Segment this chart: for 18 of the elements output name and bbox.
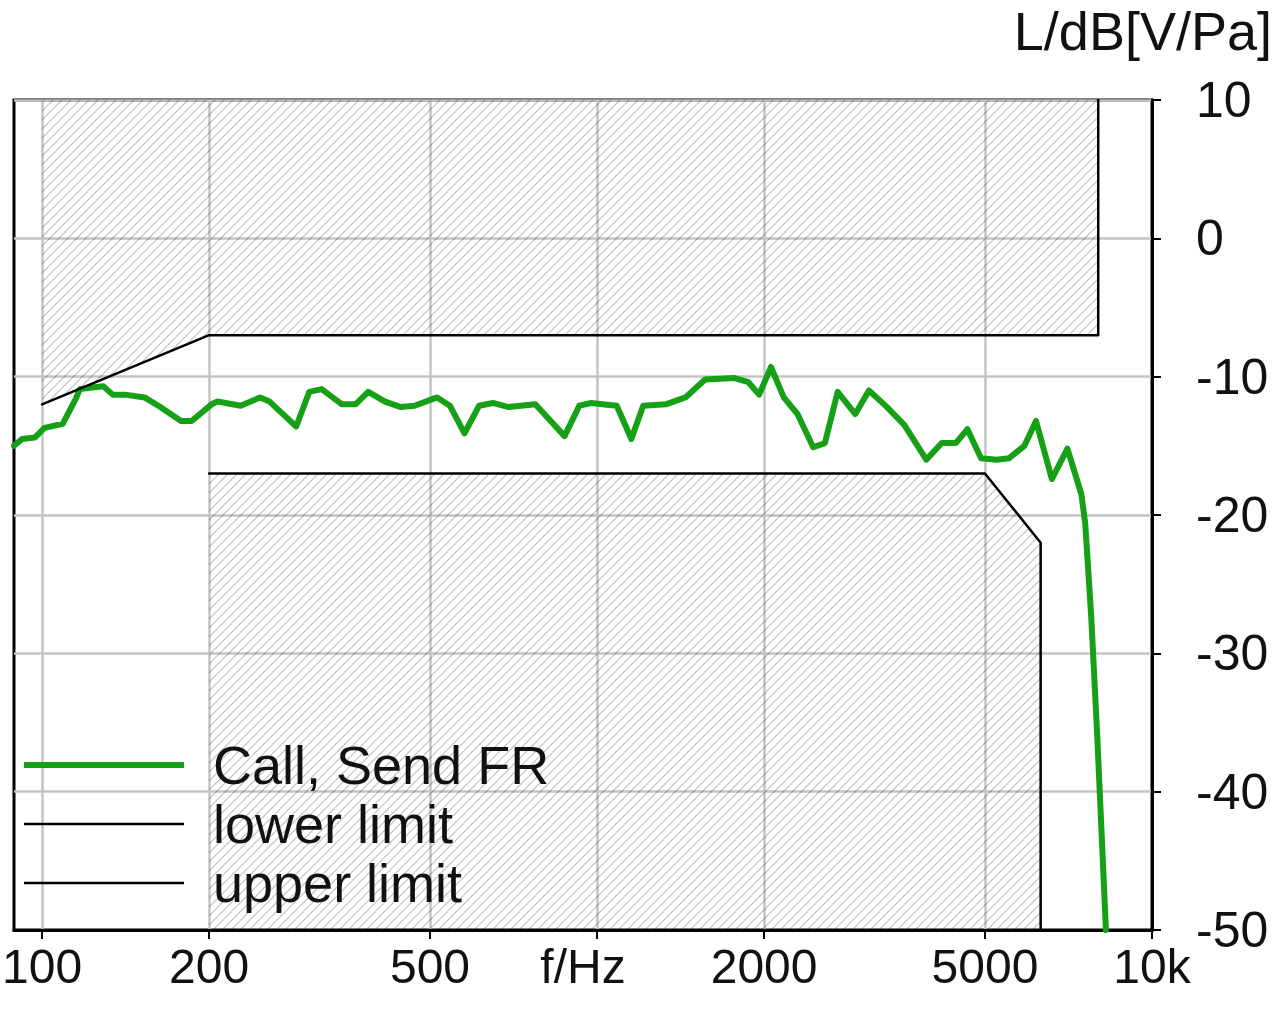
y-tick-label: -20 [1196,487,1269,543]
x-axis-title: f/Hz [540,939,626,993]
y-tick-label: -40 [1196,763,1269,820]
y-axis-title: L/dB[V/Pa] [1013,1,1273,61]
x-tick-label: 500 [389,939,471,993]
x-tick-label: 2000 [710,939,818,993]
y-tick-label: -50 [1196,902,1269,958]
y-tick-label: -30 [1196,625,1269,682]
y-tick-label: 0 [1196,210,1224,267]
legend-label: lower limit [213,794,454,854]
x-tick-label: 100 [2,939,83,993]
y-tick-label: -10 [1196,348,1269,405]
y-tick-label: 10 [1196,72,1252,128]
legend-label: Call, Send FR [213,735,550,795]
x-tick-label: 200 [169,939,250,993]
x-tick-label: 10k [1113,939,1192,993]
x-tick-label: 5000 [931,939,1039,993]
legend-label: upper limit [213,853,463,913]
